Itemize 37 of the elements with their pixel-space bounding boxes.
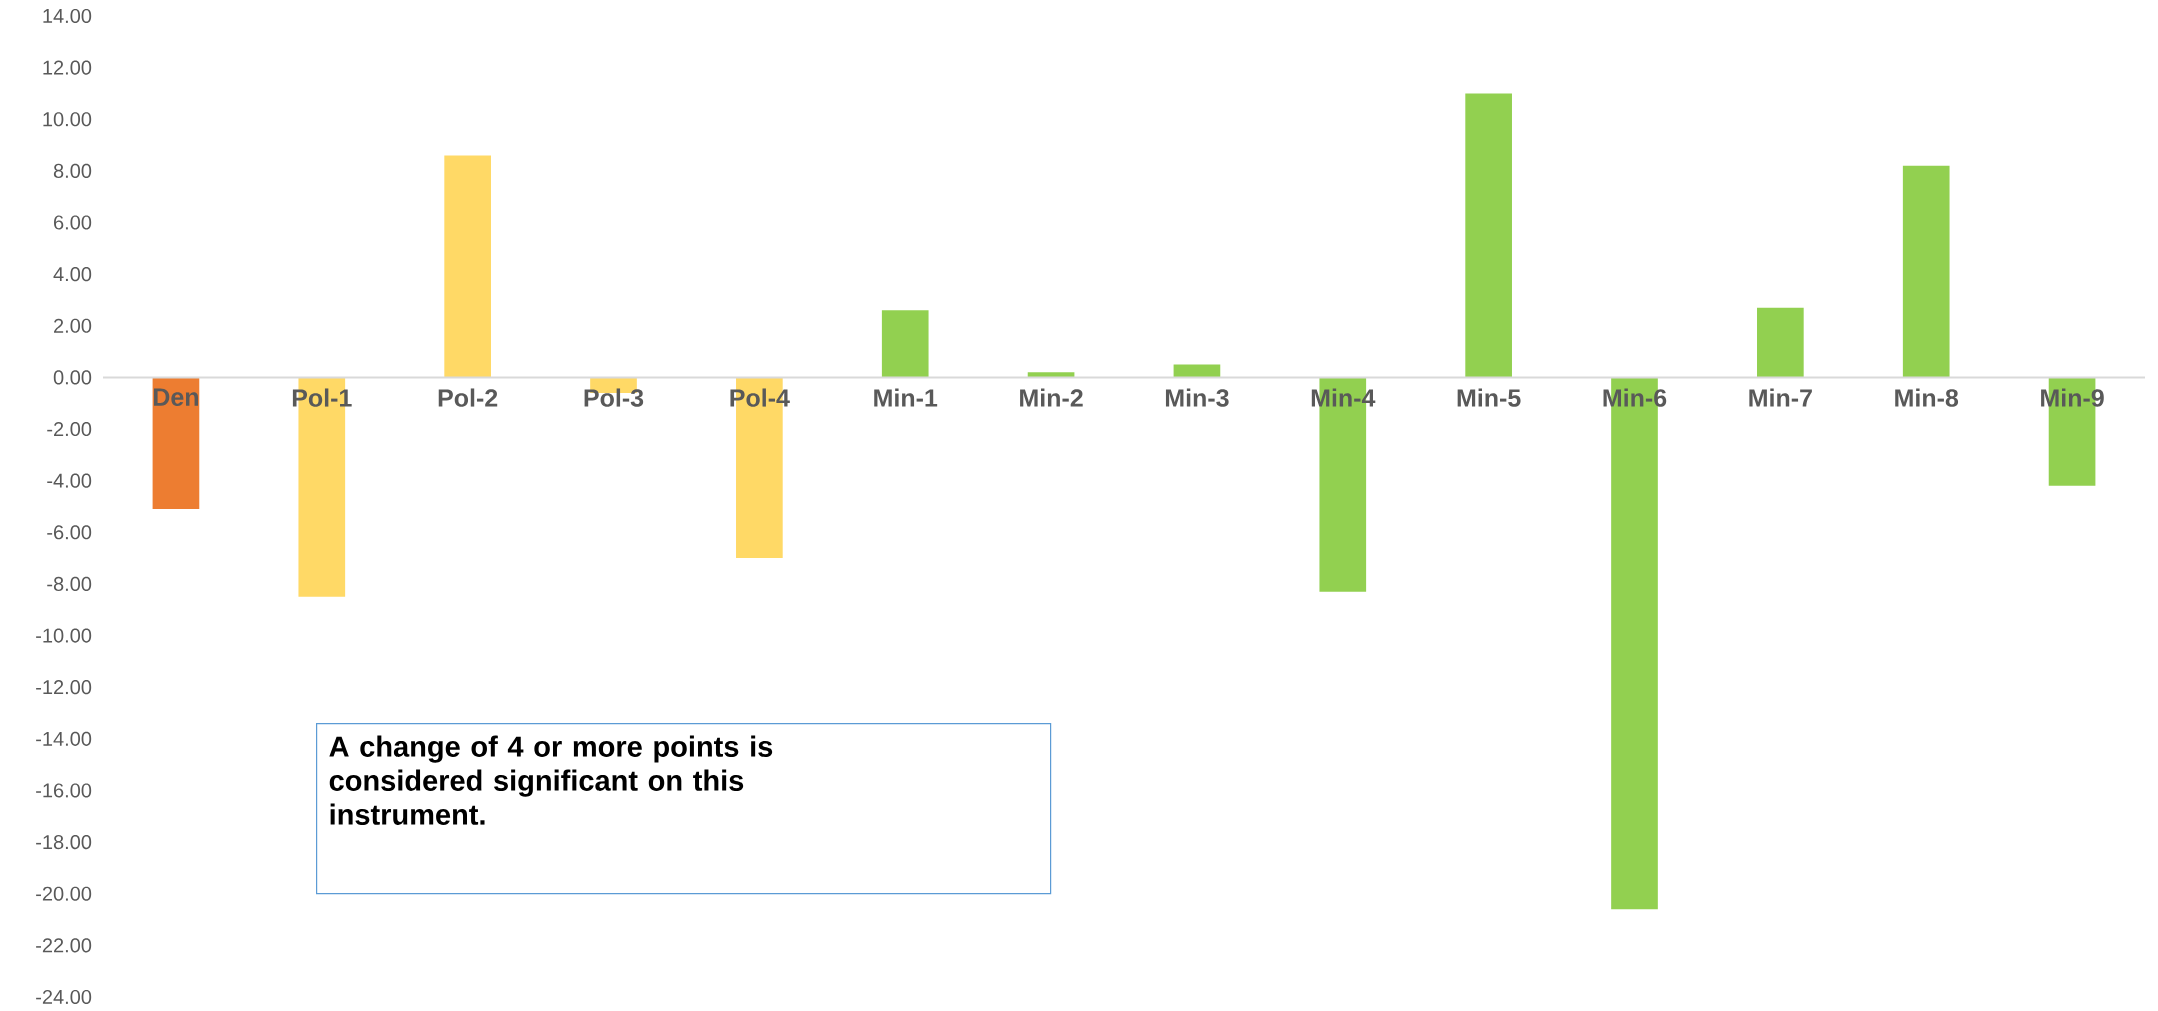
y-tick-label: 12.00 bbox=[43, 60, 92, 75]
bar bbox=[1173, 364, 1221, 378]
y-tick-label: 10.00 bbox=[43, 112, 92, 127]
y-tick-label: -8.00 bbox=[47, 576, 92, 592]
y-tick-label: 14.00 bbox=[43, 8, 92, 24]
y-tick-label: -14.00 bbox=[36, 731, 92, 746]
y-tick-label: -16.00 bbox=[36, 783, 92, 798]
bar bbox=[1465, 93, 1512, 378]
y-tick-label: 4.00 bbox=[53, 267, 92, 282]
annotation: A change of 4 or more points is considered significant on this instrument. bbox=[329, 735, 773, 825]
bar bbox=[444, 155, 491, 378]
x-tick-label: Min-5 bbox=[1457, 388, 1521, 407]
y-tick-label: 0.00 bbox=[53, 370, 92, 385]
bar bbox=[1902, 165, 1950, 378]
y-tick-label: -6.00 bbox=[47, 525, 92, 540]
y-tick-label: -4.00 bbox=[47, 473, 92, 488]
y-tick-label: 8.00 bbox=[53, 163, 92, 178]
x-tick-label: Pol-3 bbox=[584, 388, 644, 407]
y-tick-label: 2.00 bbox=[54, 318, 92, 333]
x-tick-label: Min-1 bbox=[874, 388, 938, 407]
y-tick-label: -20.00 bbox=[36, 886, 92, 901]
y-tick-label: -2.00 bbox=[47, 421, 92, 437]
x-tick-label: Pol-2 bbox=[438, 388, 498, 407]
bar bbox=[152, 377, 200, 510]
y-tick-label: 6.00 bbox=[54, 215, 92, 230]
y-tick-label: -22.00 bbox=[36, 938, 92, 953]
x-tick-label: Min-8 bbox=[1895, 388, 1959, 407]
x-tick-label: Min-2 bbox=[1020, 388, 1083, 407]
y-tick-label: -12.00 bbox=[36, 680, 92, 695]
x-tick-label: Den bbox=[153, 388, 198, 406]
x-tick-label: Min-3 bbox=[1165, 388, 1229, 407]
bar bbox=[1757, 307, 1804, 378]
x-tick-label: Min-7 bbox=[1749, 388, 1812, 407]
y-tick-label: -10.00 bbox=[36, 628, 92, 643]
bar bbox=[881, 310, 929, 378]
y-tick-label: -18.00 bbox=[36, 835, 92, 850]
y-tick-label: -24.00 bbox=[36, 989, 92, 1005]
